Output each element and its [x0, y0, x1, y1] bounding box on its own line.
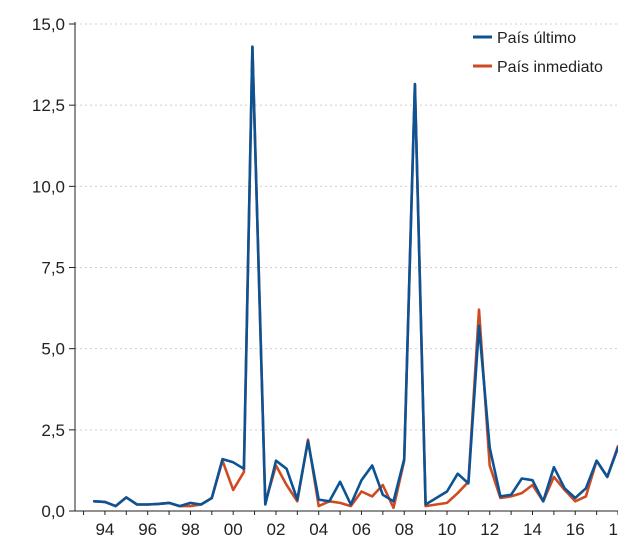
y-tick-label: 5,0 — [41, 340, 65, 359]
x-tick-label: 06 — [352, 520, 371, 539]
x-tick-label: 18 — [609, 520, 618, 539]
y-tick-label: 0,0 — [41, 502, 65, 521]
x-tick-label: 94 — [95, 520, 114, 539]
x-tick-label: 12 — [480, 520, 499, 539]
x-tick-label: 16 — [566, 520, 585, 539]
legend: País último País inmediato — [473, 30, 603, 76]
y-tick-label: 15,0 — [32, 15, 65, 34]
legend-label: País inmediato — [497, 59, 603, 76]
x-tick-label: 14 — [523, 520, 542, 539]
x-tick-label: 00 — [224, 520, 243, 539]
axes: 0,0 2,5 5,0 7,5 10,0 12,5 15,0 94 96 98 00 02 04 06 08… — [32, 15, 618, 539]
grid-lines — [75, 23, 618, 431]
x-tick-label: 98 — [181, 520, 200, 539]
x-tick-label: 02 — [266, 520, 285, 539]
series-lines — [92, 45, 618, 510]
series-line-pais-ultimo — [92, 45, 618, 508]
x-tick-label: 04 — [309, 520, 328, 539]
y-tick-label: 12,5 — [32, 96, 65, 115]
x-tick-label: 10 — [438, 520, 457, 539]
x-tick-label: 96 — [138, 520, 157, 539]
y-tick-label: 10,0 — [32, 177, 65, 196]
y-tick-label: 2,5 — [41, 421, 65, 440]
legend-label: País último — [497, 30, 576, 47]
series-line-pais-inmediato — [92, 45, 618, 510]
y-tick-label: 7,5 — [41, 259, 65, 278]
x-tick-label: 08 — [395, 520, 414, 539]
